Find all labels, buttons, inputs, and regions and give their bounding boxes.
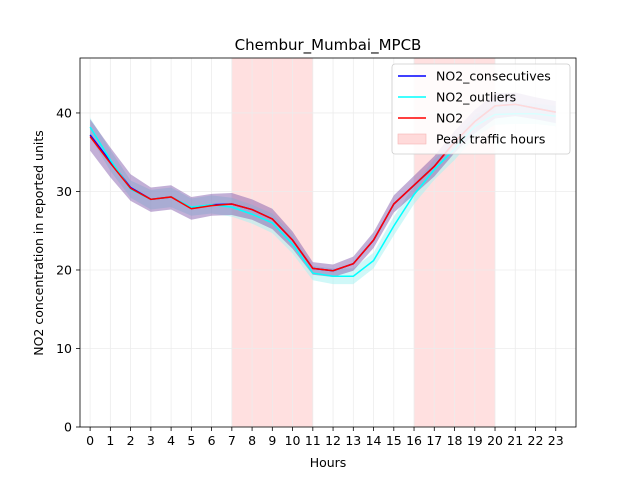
- x-tick-label: 9: [268, 433, 276, 448]
- x-tick-label: 3: [147, 433, 155, 448]
- x-tick-label: 2: [127, 433, 135, 448]
- x-tick-label: 11: [305, 433, 321, 448]
- x-tick-label: 22: [528, 433, 544, 448]
- legend-label-4: Peak traffic hours: [436, 132, 545, 147]
- x-tick-label: 7: [228, 433, 236, 448]
- x-axis-label: Hours: [310, 455, 347, 470]
- axes: 0 1 2 3 4 5 6 7 8 9 10 11 12 13 14 15 16 17 18 19 20 21 22 2301…: [56, 57, 577, 448]
- x-tick-label: 20: [487, 433, 503, 448]
- x-tick-label: 18: [447, 433, 463, 448]
- x-tick-label: 4: [167, 433, 175, 448]
- x-tick-label: 1: [106, 433, 114, 448]
- y-tick-label: 0: [64, 420, 72, 435]
- x-tick-label: 12: [325, 433, 341, 448]
- x-tick-label: 19: [467, 433, 483, 448]
- x-tick-label: 15: [386, 433, 402, 448]
- x-tick-label: 0: [86, 433, 94, 448]
- x-tick-label: 17: [426, 433, 442, 448]
- x-tick-label: 21: [507, 433, 523, 448]
- x-tick-label: 8: [248, 433, 256, 448]
- x-tick-label: 5: [187, 433, 195, 448]
- chart-title: Chembur_Mumbai_MPCB: [235, 36, 422, 55]
- x-tick-label: 23: [548, 433, 564, 448]
- legend-label-3: NO2: [436, 111, 463, 126]
- y-axis-label: NO2 concentration in reported units: [31, 130, 46, 356]
- axes-frame: [79, 57, 577, 428]
- x-tick-label: 16: [406, 433, 422, 448]
- x-tick-label: 6: [208, 433, 216, 448]
- x-tick-label: 14: [366, 433, 382, 448]
- legend-box: [391, 63, 571, 155]
- y-tick-label: 30: [56, 184, 72, 199]
- legend: NO2_consecutives NO2_outliers NO2 Peak traf…: [391, 63, 571, 155]
- x-tick-label: 10: [285, 433, 301, 448]
- y-tick-label: 10: [56, 341, 72, 356]
- legend-swatch-4: [397, 133, 427, 145]
- y-tick-label: 40: [56, 105, 72, 120]
- legend-label-1: NO2_consecutives: [436, 69, 551, 84]
- legend-label-2: NO2_outliers: [436, 90, 516, 105]
- y-tick-label: 20: [56, 262, 72, 277]
- x-tick-label: 13: [345, 433, 361, 448]
